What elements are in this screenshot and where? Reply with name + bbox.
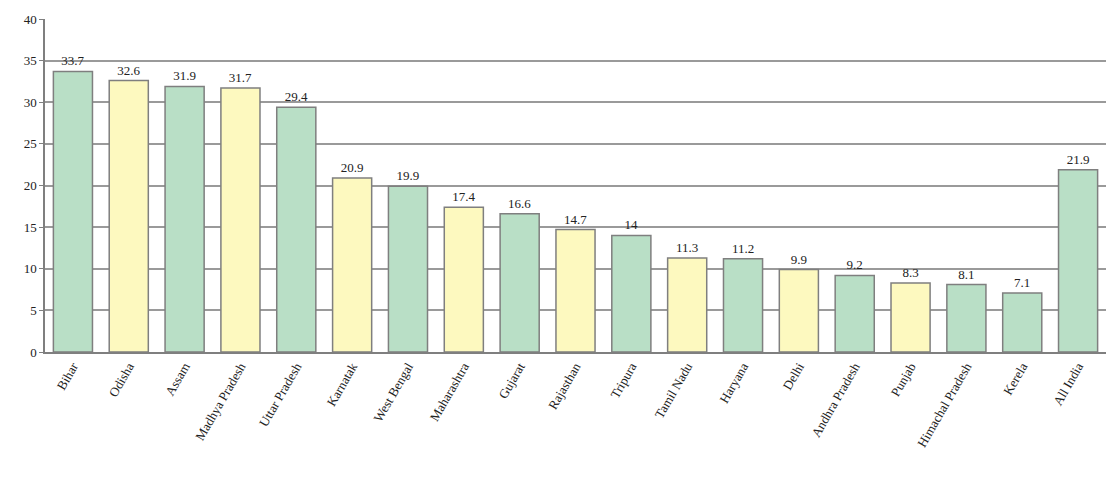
svg-text:31.9: 31.9	[173, 68, 196, 83]
svg-text:7.1: 7.1	[1014, 275, 1030, 290]
svg-text:20: 20	[24, 178, 37, 193]
svg-text:32.6: 32.6	[117, 63, 140, 78]
svg-text:29.4: 29.4	[285, 89, 308, 104]
svg-text:Karnatak: Karnatak	[324, 360, 361, 409]
svg-text:Assam: Assam	[162, 360, 193, 398]
svg-text:14: 14	[625, 217, 639, 232]
svg-text:5: 5	[30, 303, 37, 318]
svg-text:West Bengal: West Bengal	[370, 360, 416, 425]
svg-text:Bihar: Bihar	[54, 360, 82, 393]
svg-text:33.7: 33.7	[61, 53, 84, 68]
svg-text:10: 10	[24, 261, 37, 276]
svg-text:8.3: 8.3	[902, 265, 918, 280]
svg-text:15: 15	[24, 220, 37, 235]
svg-text:17.4: 17.4	[452, 189, 475, 204]
svg-text:9.2: 9.2	[847, 257, 863, 272]
svg-text:8.1: 8.1	[958, 267, 974, 282]
svg-text:Tripura: Tripura	[607, 360, 639, 401]
svg-text:25: 25	[24, 136, 37, 151]
svg-text:All India: All India	[1050, 360, 1086, 408]
svg-text:19.9: 19.9	[397, 168, 420, 183]
svg-text:Tamil Nadu: Tamil Nadu	[652, 360, 696, 421]
svg-text:20.9: 20.9	[341, 160, 364, 175]
svg-text:0: 0	[30, 345, 37, 360]
svg-text:Delhi: Delhi	[780, 360, 808, 393]
svg-text:Himachal Pradesh: Himachal Pradesh	[914, 360, 975, 450]
svg-text:14.7: 14.7	[564, 212, 587, 227]
svg-text:Haryana: Haryana	[716, 360, 751, 406]
svg-text:Odisha: Odisha	[106, 360, 138, 400]
svg-text:Kerela: Kerela	[1000, 360, 1030, 398]
svg-text:21.9: 21.9	[1067, 152, 1090, 167]
svg-text:Maharashtra: Maharashtra	[427, 360, 473, 424]
svg-text:Punjab: Punjab	[888, 360, 919, 399]
svg-text:30: 30	[24, 95, 37, 110]
svg-text:Rajasthan: Rajasthan	[545, 360, 584, 412]
svg-text:Uttar Pradesh: Uttar Pradesh	[256, 360, 305, 430]
svg-text:Gujarat: Gujarat	[495, 360, 528, 402]
svg-text:35: 35	[24, 53, 37, 68]
svg-text:16.6: 16.6	[508, 196, 531, 211]
svg-text:31.7: 31.7	[229, 70, 252, 85]
svg-text:Madhya Pradesh: Madhya Pradesh	[192, 360, 249, 443]
svg-text:11.2: 11.2	[732, 241, 754, 256]
svg-text:11.3: 11.3	[676, 240, 698, 255]
svg-text:9.9: 9.9	[791, 252, 807, 267]
svg-text:Andhra Pradesh: Andhra Pradesh	[808, 360, 863, 440]
svg-text:40: 40	[24, 12, 37, 27]
